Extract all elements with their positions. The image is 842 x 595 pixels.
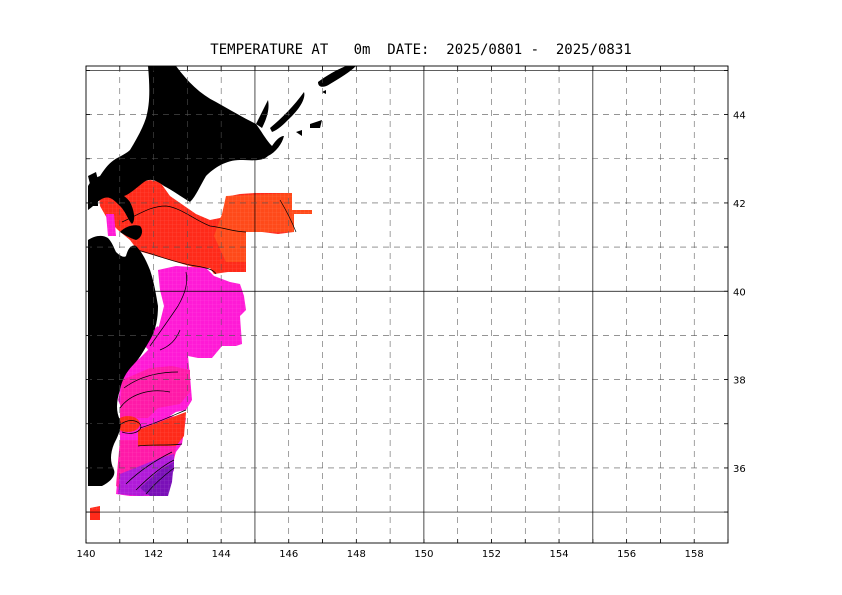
landmass-islet-2 <box>296 130 302 136</box>
longitude-label: 140 <box>76 549 95 560</box>
latitude-label: 40 <box>733 287 746 298</box>
longitude-label: 142 <box>144 549 163 560</box>
landmass-oshima-peninsula <box>88 176 135 224</box>
landmass-kunashiri <box>270 92 305 132</box>
longitude-label: 146 <box>279 549 298 560</box>
longitude-label: 144 <box>212 549 231 560</box>
landmass-islet-w <box>92 198 98 206</box>
longitude-label: 154 <box>550 549 569 560</box>
longitude-label: 148 <box>347 549 366 560</box>
tick-marks <box>85 66 729 543</box>
longitude-labels: 140 142 144 146 148 150 152 154 156 158 <box>76 549 703 560</box>
longitude-label: 158 <box>685 549 704 560</box>
map-frame <box>85 65 729 544</box>
map-title: TEMPERATURE AT 0m DATE: 2025/0801 - 2025… <box>210 42 632 58</box>
landmass-shiretoko <box>256 100 269 128</box>
latitude-labels: 44 42 40 38 36 <box>733 111 746 475</box>
latitude-label: 36 <box>733 464 746 475</box>
landmass-sado-like <box>88 172 98 184</box>
land-mass <box>88 66 356 486</box>
landmass-islet-1 <box>310 120 322 128</box>
graticule <box>86 66 728 543</box>
latitude-label: 42 <box>733 199 746 210</box>
longitude-label: 150 <box>414 549 433 560</box>
contour-lines <box>115 199 297 495</box>
landmass-islet-3 <box>322 90 326 94</box>
landmass-etorofu <box>318 66 356 87</box>
landmass-shimokita <box>120 225 143 240</box>
latitude-label: 38 <box>733 376 746 387</box>
longitude-label: 156 <box>617 549 636 560</box>
landmass-honshu <box>88 235 158 486</box>
latitude-label: 44 <box>733 111 746 122</box>
longitude-label: 152 <box>482 549 501 560</box>
landmass-hokkaido <box>99 66 284 202</box>
